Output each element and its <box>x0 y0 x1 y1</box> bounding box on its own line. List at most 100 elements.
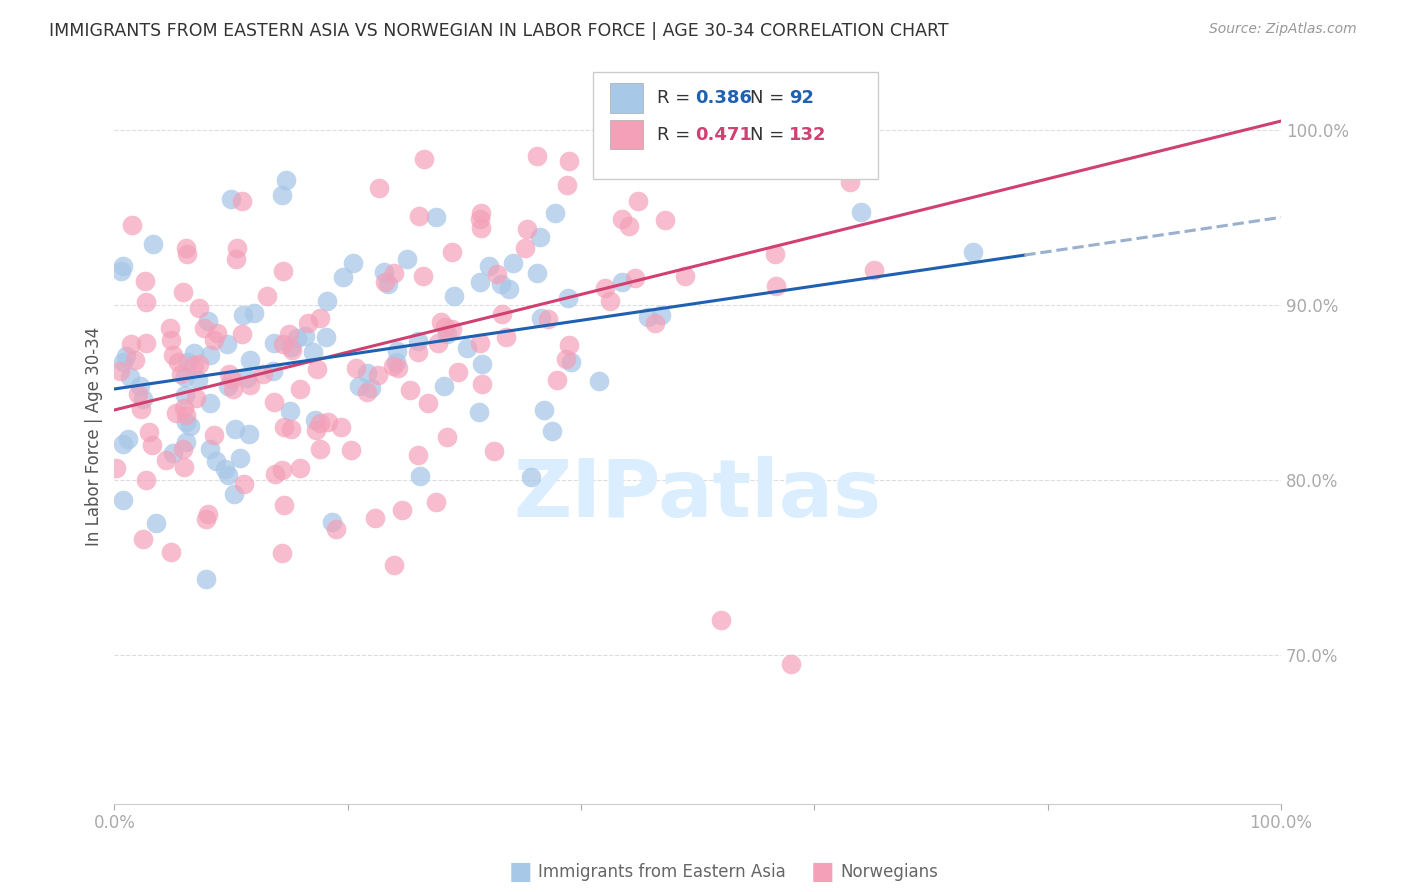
Text: IMMIGRANTS FROM EASTERN ASIA VS NORWEGIAN IN LABOR FORCE | AGE 30-34 CORRELATION: IMMIGRANTS FROM EASTERN ASIA VS NORWEGIA… <box>49 22 949 40</box>
Point <box>278 403 301 417</box>
Point <box>526 149 548 163</box>
Point <box>129 379 152 393</box>
Point <box>271 187 294 202</box>
Point <box>280 422 302 436</box>
Point <box>673 269 696 284</box>
Point <box>441 244 464 259</box>
Point <box>242 305 264 319</box>
Point <box>239 378 262 392</box>
Point <box>520 470 543 484</box>
Point <box>172 285 194 299</box>
Point <box>188 301 211 315</box>
Point <box>274 173 297 187</box>
Point <box>263 336 285 351</box>
Point <box>195 572 218 586</box>
Point <box>162 348 184 362</box>
Point <box>202 428 225 442</box>
Point <box>367 180 389 194</box>
Point <box>406 448 429 462</box>
Point <box>430 315 453 329</box>
Y-axis label: In Labor Force | Age 30-34: In Labor Force | Age 30-34 <box>86 326 103 546</box>
Point <box>436 326 458 341</box>
Point <box>367 368 389 383</box>
Point <box>142 236 165 251</box>
Point <box>217 378 239 392</box>
Point <box>256 289 278 303</box>
Point <box>174 408 197 422</box>
Point <box>111 355 134 369</box>
Point <box>217 337 239 351</box>
Point <box>485 267 508 281</box>
Point <box>557 154 579 169</box>
Point <box>425 210 447 224</box>
Point <box>612 275 634 289</box>
Point <box>183 359 205 373</box>
Point <box>456 341 478 355</box>
Point <box>228 450 250 465</box>
Point <box>412 269 434 284</box>
Point <box>226 242 249 256</box>
Point <box>145 516 167 530</box>
Point <box>471 357 494 371</box>
Point <box>546 373 568 387</box>
Point <box>117 432 139 446</box>
Point <box>765 279 787 293</box>
Point <box>962 244 984 259</box>
Point <box>120 337 142 351</box>
Point <box>159 321 181 335</box>
Point <box>418 396 440 410</box>
Point <box>111 436 134 450</box>
Point <box>408 209 430 223</box>
Point <box>115 349 138 363</box>
Point <box>273 498 295 512</box>
Point <box>588 374 610 388</box>
Point <box>851 205 873 219</box>
Point <box>238 427 260 442</box>
Point <box>304 413 326 427</box>
Point <box>471 376 494 391</box>
Point <box>780 657 803 671</box>
Point <box>544 206 567 220</box>
Point <box>263 394 285 409</box>
Point <box>409 468 432 483</box>
Point <box>236 370 259 384</box>
Point <box>271 336 294 351</box>
Point <box>204 454 226 468</box>
Point <box>252 368 274 382</box>
Point <box>468 336 491 351</box>
Point <box>159 333 181 347</box>
Point <box>132 392 155 406</box>
Point <box>384 558 406 572</box>
Point <box>214 462 236 476</box>
Point <box>134 274 156 288</box>
Point <box>387 361 409 376</box>
Point <box>516 222 538 236</box>
Point <box>470 205 492 219</box>
Point <box>373 265 395 279</box>
Point <box>377 277 399 291</box>
Point <box>356 366 378 380</box>
Point <box>135 473 157 487</box>
Point <box>194 511 217 525</box>
Point <box>526 267 548 281</box>
Point <box>121 218 143 232</box>
Point <box>218 367 240 381</box>
Point <box>530 311 553 326</box>
Text: ■: ■ <box>509 861 531 884</box>
Point <box>381 359 404 373</box>
Point <box>302 345 325 359</box>
Point <box>270 463 292 477</box>
Point <box>141 438 163 452</box>
Point <box>118 370 141 384</box>
Point <box>305 362 328 376</box>
Point <box>187 373 209 387</box>
Point <box>555 178 578 193</box>
Point <box>305 423 328 437</box>
Point <box>174 415 197 429</box>
Point <box>325 522 347 536</box>
Point <box>612 211 634 226</box>
Point <box>413 152 436 166</box>
Point <box>231 194 253 209</box>
Point <box>408 345 430 359</box>
Point <box>270 546 292 560</box>
